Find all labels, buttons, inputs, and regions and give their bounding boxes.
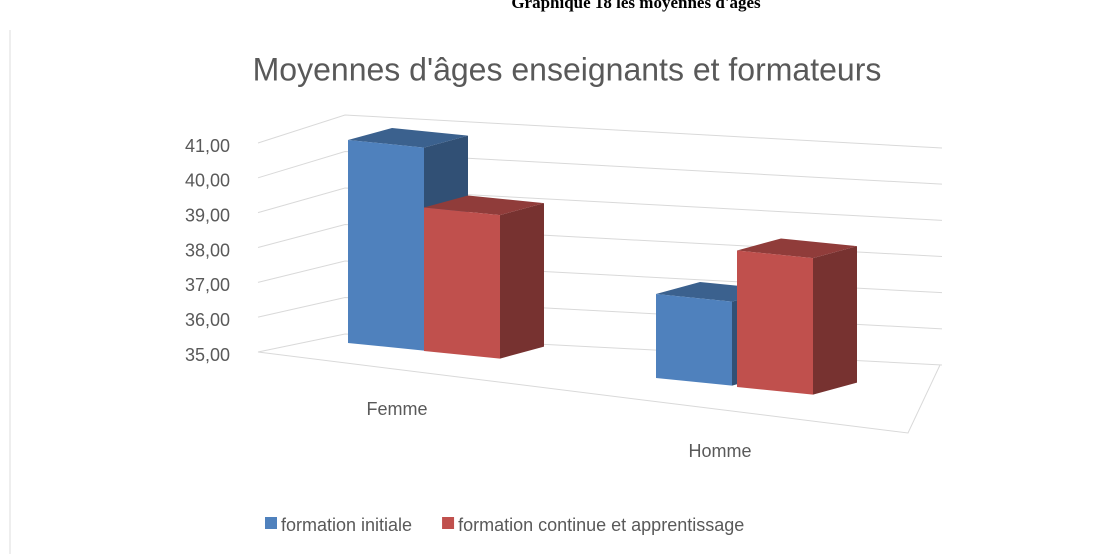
y-tick-label: 37,00 (185, 275, 230, 295)
bar-top (348, 128, 468, 148)
x-tick-label: Homme (688, 441, 751, 461)
y-tick-label: 41,00 (185, 136, 230, 156)
y-tick-label: 38,00 (185, 240, 230, 260)
x-tick-label: Femme (366, 399, 427, 419)
bar-top (424, 195, 544, 216)
y-tick-label: 39,00 (185, 205, 230, 225)
bar (424, 207, 500, 359)
bar-side (500, 203, 544, 359)
chart-title: Moyennes d'âges enseignants et formateur… (253, 51, 882, 87)
grid-line (257, 223, 943, 257)
bar-top (737, 238, 857, 259)
y-tick-label: 36,00 (185, 310, 230, 330)
floor-edge (257, 351, 941, 434)
legend-label: formation initiale (281, 515, 412, 535)
bar-side (813, 246, 857, 395)
caption: Graphique 18 les moyennes d'âges (511, 0, 761, 12)
grid-line (257, 150, 943, 185)
bar (656, 294, 732, 386)
legend-swatch (442, 517, 455, 529)
bar (737, 250, 813, 395)
y-tick-label: 35,00 (185, 345, 230, 365)
y-tick-label: 40,00 (185, 171, 230, 191)
legend-label: formation continue et apprentissage (458, 515, 744, 535)
grid-line (257, 187, 943, 221)
bar (348, 140, 424, 351)
legend-swatch (265, 517, 277, 529)
grid-line (257, 114, 943, 149)
